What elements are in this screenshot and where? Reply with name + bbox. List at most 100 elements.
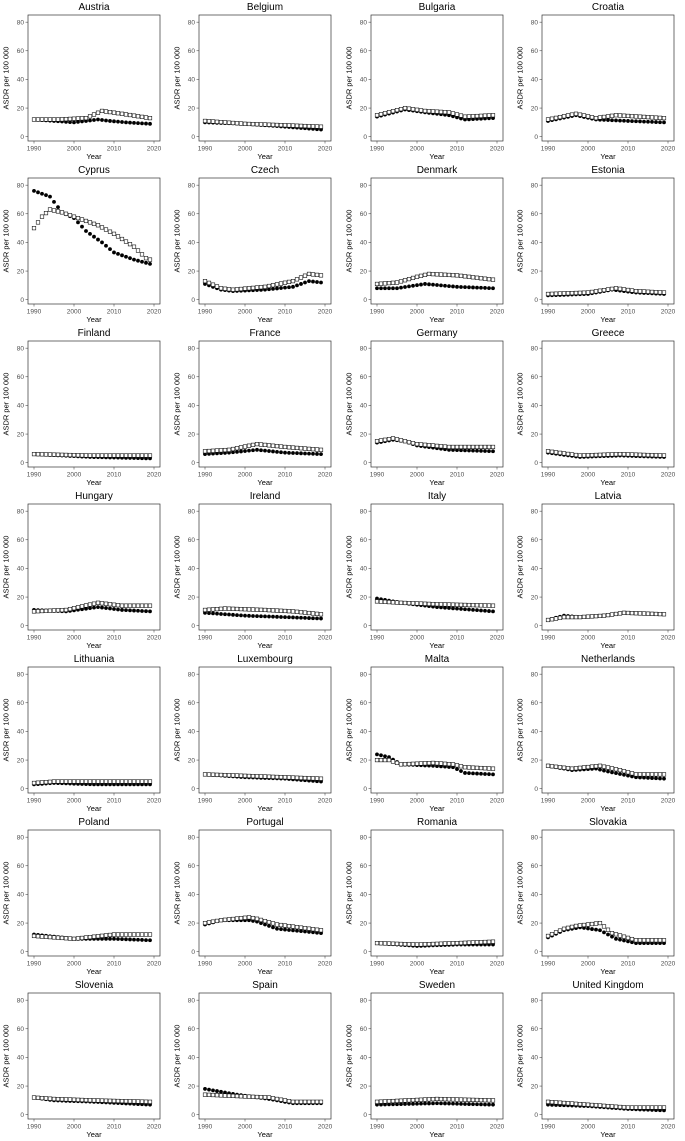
point-open <box>243 607 248 612</box>
point-open <box>143 453 149 458</box>
x-tick-label: 2020 <box>318 146 333 153</box>
point-open <box>47 935 53 940</box>
point-open <box>653 453 658 458</box>
point-filled <box>303 451 308 456</box>
y-tick-label: 80 <box>359 834 367 841</box>
x-axis-label: Year <box>258 315 274 324</box>
y-tick-label: 20 <box>188 268 196 275</box>
point-filled <box>267 287 272 292</box>
point-open <box>657 772 662 777</box>
point-open <box>207 448 212 454</box>
series-open-squares <box>203 606 324 617</box>
point-filled <box>267 924 272 928</box>
point-open <box>478 444 483 450</box>
panel-title: Romania <box>416 817 456 828</box>
point-open <box>597 763 602 768</box>
point-open <box>31 933 37 939</box>
point-open <box>410 1098 415 1103</box>
point-filled <box>307 451 312 456</box>
point-open <box>51 608 57 613</box>
y-axis-label: ASDR per 100 000 <box>173 373 182 436</box>
point-open <box>657 1105 662 1110</box>
point-open <box>450 111 455 116</box>
y-axis-label: ASDR per 100 000 <box>2 210 11 273</box>
point-open <box>585 614 590 619</box>
point-open <box>661 612 666 617</box>
point-open <box>593 614 598 619</box>
point-filled <box>283 285 288 290</box>
point-filled <box>231 612 236 617</box>
point-open <box>131 1099 137 1104</box>
point-open <box>474 765 479 770</box>
point-open <box>87 114 93 119</box>
point-open <box>203 607 208 613</box>
point-open <box>119 236 125 242</box>
y-tick-label: 80 <box>17 19 25 26</box>
x-tick-label: 2010 <box>107 146 122 153</box>
point-open <box>139 453 145 458</box>
point-open <box>414 274 419 279</box>
y-tick-label: 60 <box>188 700 196 707</box>
point-open <box>279 608 284 613</box>
y-tick-label: 80 <box>17 834 25 841</box>
point-open <box>450 602 455 607</box>
y-tick-label: 20 <box>17 1083 25 1090</box>
series-open-squares <box>374 1096 495 1104</box>
point-open <box>601 1103 606 1108</box>
y-tick-label: 20 <box>188 1083 196 1090</box>
x-tick-label: 2020 <box>147 961 162 968</box>
point-open <box>287 1099 292 1104</box>
point-open <box>143 779 149 784</box>
point-open <box>458 444 463 450</box>
point-open <box>279 123 284 128</box>
point-filled <box>271 449 276 454</box>
point-open <box>243 1094 248 1099</box>
point-filled <box>442 605 447 610</box>
y-tick-label: 40 <box>531 729 539 736</box>
point-open <box>219 120 224 125</box>
point-open <box>47 608 53 613</box>
point-open <box>482 113 487 118</box>
point-open <box>311 272 316 277</box>
point-filled <box>307 616 312 620</box>
point-open <box>557 765 562 770</box>
panel-title: Czech <box>251 165 279 176</box>
y-axis-label: ASDR per 100 000 <box>2 373 11 436</box>
series-open-squares <box>31 207 153 262</box>
point-filled <box>116 251 120 256</box>
point-filled <box>88 606 92 611</box>
plot-frame <box>27 177 161 305</box>
point-filled <box>653 120 658 124</box>
point-filled <box>490 286 495 291</box>
point-open <box>466 602 471 608</box>
point-open <box>91 453 97 458</box>
point-open <box>653 772 658 777</box>
point-open <box>235 773 240 778</box>
point-open <box>637 772 642 777</box>
x-tick-label: 2000 <box>581 472 596 479</box>
x-tick-label: 2010 <box>278 472 293 479</box>
x-tick-label: 2010 <box>278 146 293 153</box>
point-filled <box>263 922 268 927</box>
y-tick-label: 80 <box>188 997 196 1004</box>
point-open <box>470 114 475 119</box>
point-open <box>470 1097 475 1102</box>
point-open <box>35 780 41 785</box>
point-open <box>597 1103 602 1108</box>
point-filled <box>203 1087 208 1091</box>
point-open <box>223 120 228 125</box>
point-open <box>55 935 61 940</box>
point-open <box>275 444 280 449</box>
y-tick-label: 40 <box>17 240 25 247</box>
point-open <box>478 1098 483 1103</box>
y-tick-label: 0 <box>363 297 367 304</box>
point-open <box>283 775 288 780</box>
x-tick-label: 2020 <box>147 309 162 316</box>
series-open-squares <box>545 1099 666 1110</box>
point-open <box>430 760 435 766</box>
point-open <box>215 1093 220 1098</box>
point-open <box>474 275 479 280</box>
y-tick-label: 0 <box>363 134 367 141</box>
point-open <box>621 1105 626 1110</box>
